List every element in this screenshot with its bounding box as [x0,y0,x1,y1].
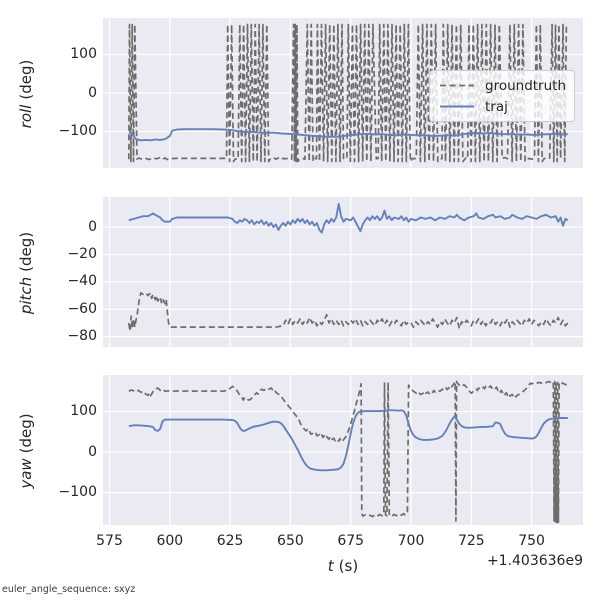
x-tick-label: 575 [96,533,123,549]
subplot-canvas [103,197,583,347]
y-tick-label: 0 [88,443,97,460]
roll-axis-label-unit: (deg) [17,59,35,100]
y-tick-label: −60 [67,300,97,317]
x-tick-label: 625 [216,533,244,549]
x-tick-label: 600 [156,533,184,549]
y-tick-label: 0 [88,218,97,235]
x-tick-label: 725 [457,533,485,549]
x-axis-label: t (s) [283,557,403,575]
series-traj [128,409,568,472]
yaw-axis-label: yaw (deg) [17,376,37,526]
y-tick-label: −100 [58,484,97,501]
roll-axis-label: roll (deg) [17,19,37,169]
pitch-axis-label-var: pitch [17,276,35,315]
y-tick-label: 100 [70,46,97,63]
x-tick-label: 650 [277,533,304,549]
yaw-axis-label-var: yaw [17,458,35,489]
x-axis-label-var: t [327,557,334,575]
x-tick-label: 675 [337,533,365,549]
x-tick-label: 700 [397,533,425,549]
pitch-axis-label: pitch (deg) [17,198,37,348]
y-tick-label: −100 [58,122,97,139]
series-groundtruth [127,23,568,163]
yaw-subplot [103,375,583,525]
pitch-subplot [103,197,583,347]
traj-line-sample-icon [440,105,474,108]
legend: groundtruth traj [429,70,575,122]
legend-label-traj: traj [485,98,508,115]
y-tick-label: −80 [67,328,97,345]
y-tick-label: 0 [88,84,97,101]
series-groundtruth [127,292,569,333]
x-axis-offset-text: +1.403636e9 [486,553,583,569]
pitch-axis-label-unit: (deg) [17,231,35,272]
groundtruth-line-sample-icon [440,84,474,87]
y-tick-label: −40 [67,273,97,290]
series-groundtruth [128,380,569,524]
y-tick-label: −20 [67,246,97,263]
series-traj [128,128,568,142]
legend-entry-groundtruth: groundtruth [439,75,574,96]
subplot-canvas [103,375,583,525]
euler-sequence-note: euler_angle_sequence: sxyz [2,584,136,595]
x-tick-label: 750 [518,533,545,549]
series-traj [128,202,569,234]
roll-axis-label-var: roll [17,104,35,129]
y-tick-label: 100 [70,402,97,419]
legend-label-groundtruth: groundtruth [485,77,567,94]
legend-entry-traj: traj [439,96,574,117]
x-axis-label-unit: (s) [338,557,359,575]
yaw-axis-label-unit: (deg) [17,413,35,454]
